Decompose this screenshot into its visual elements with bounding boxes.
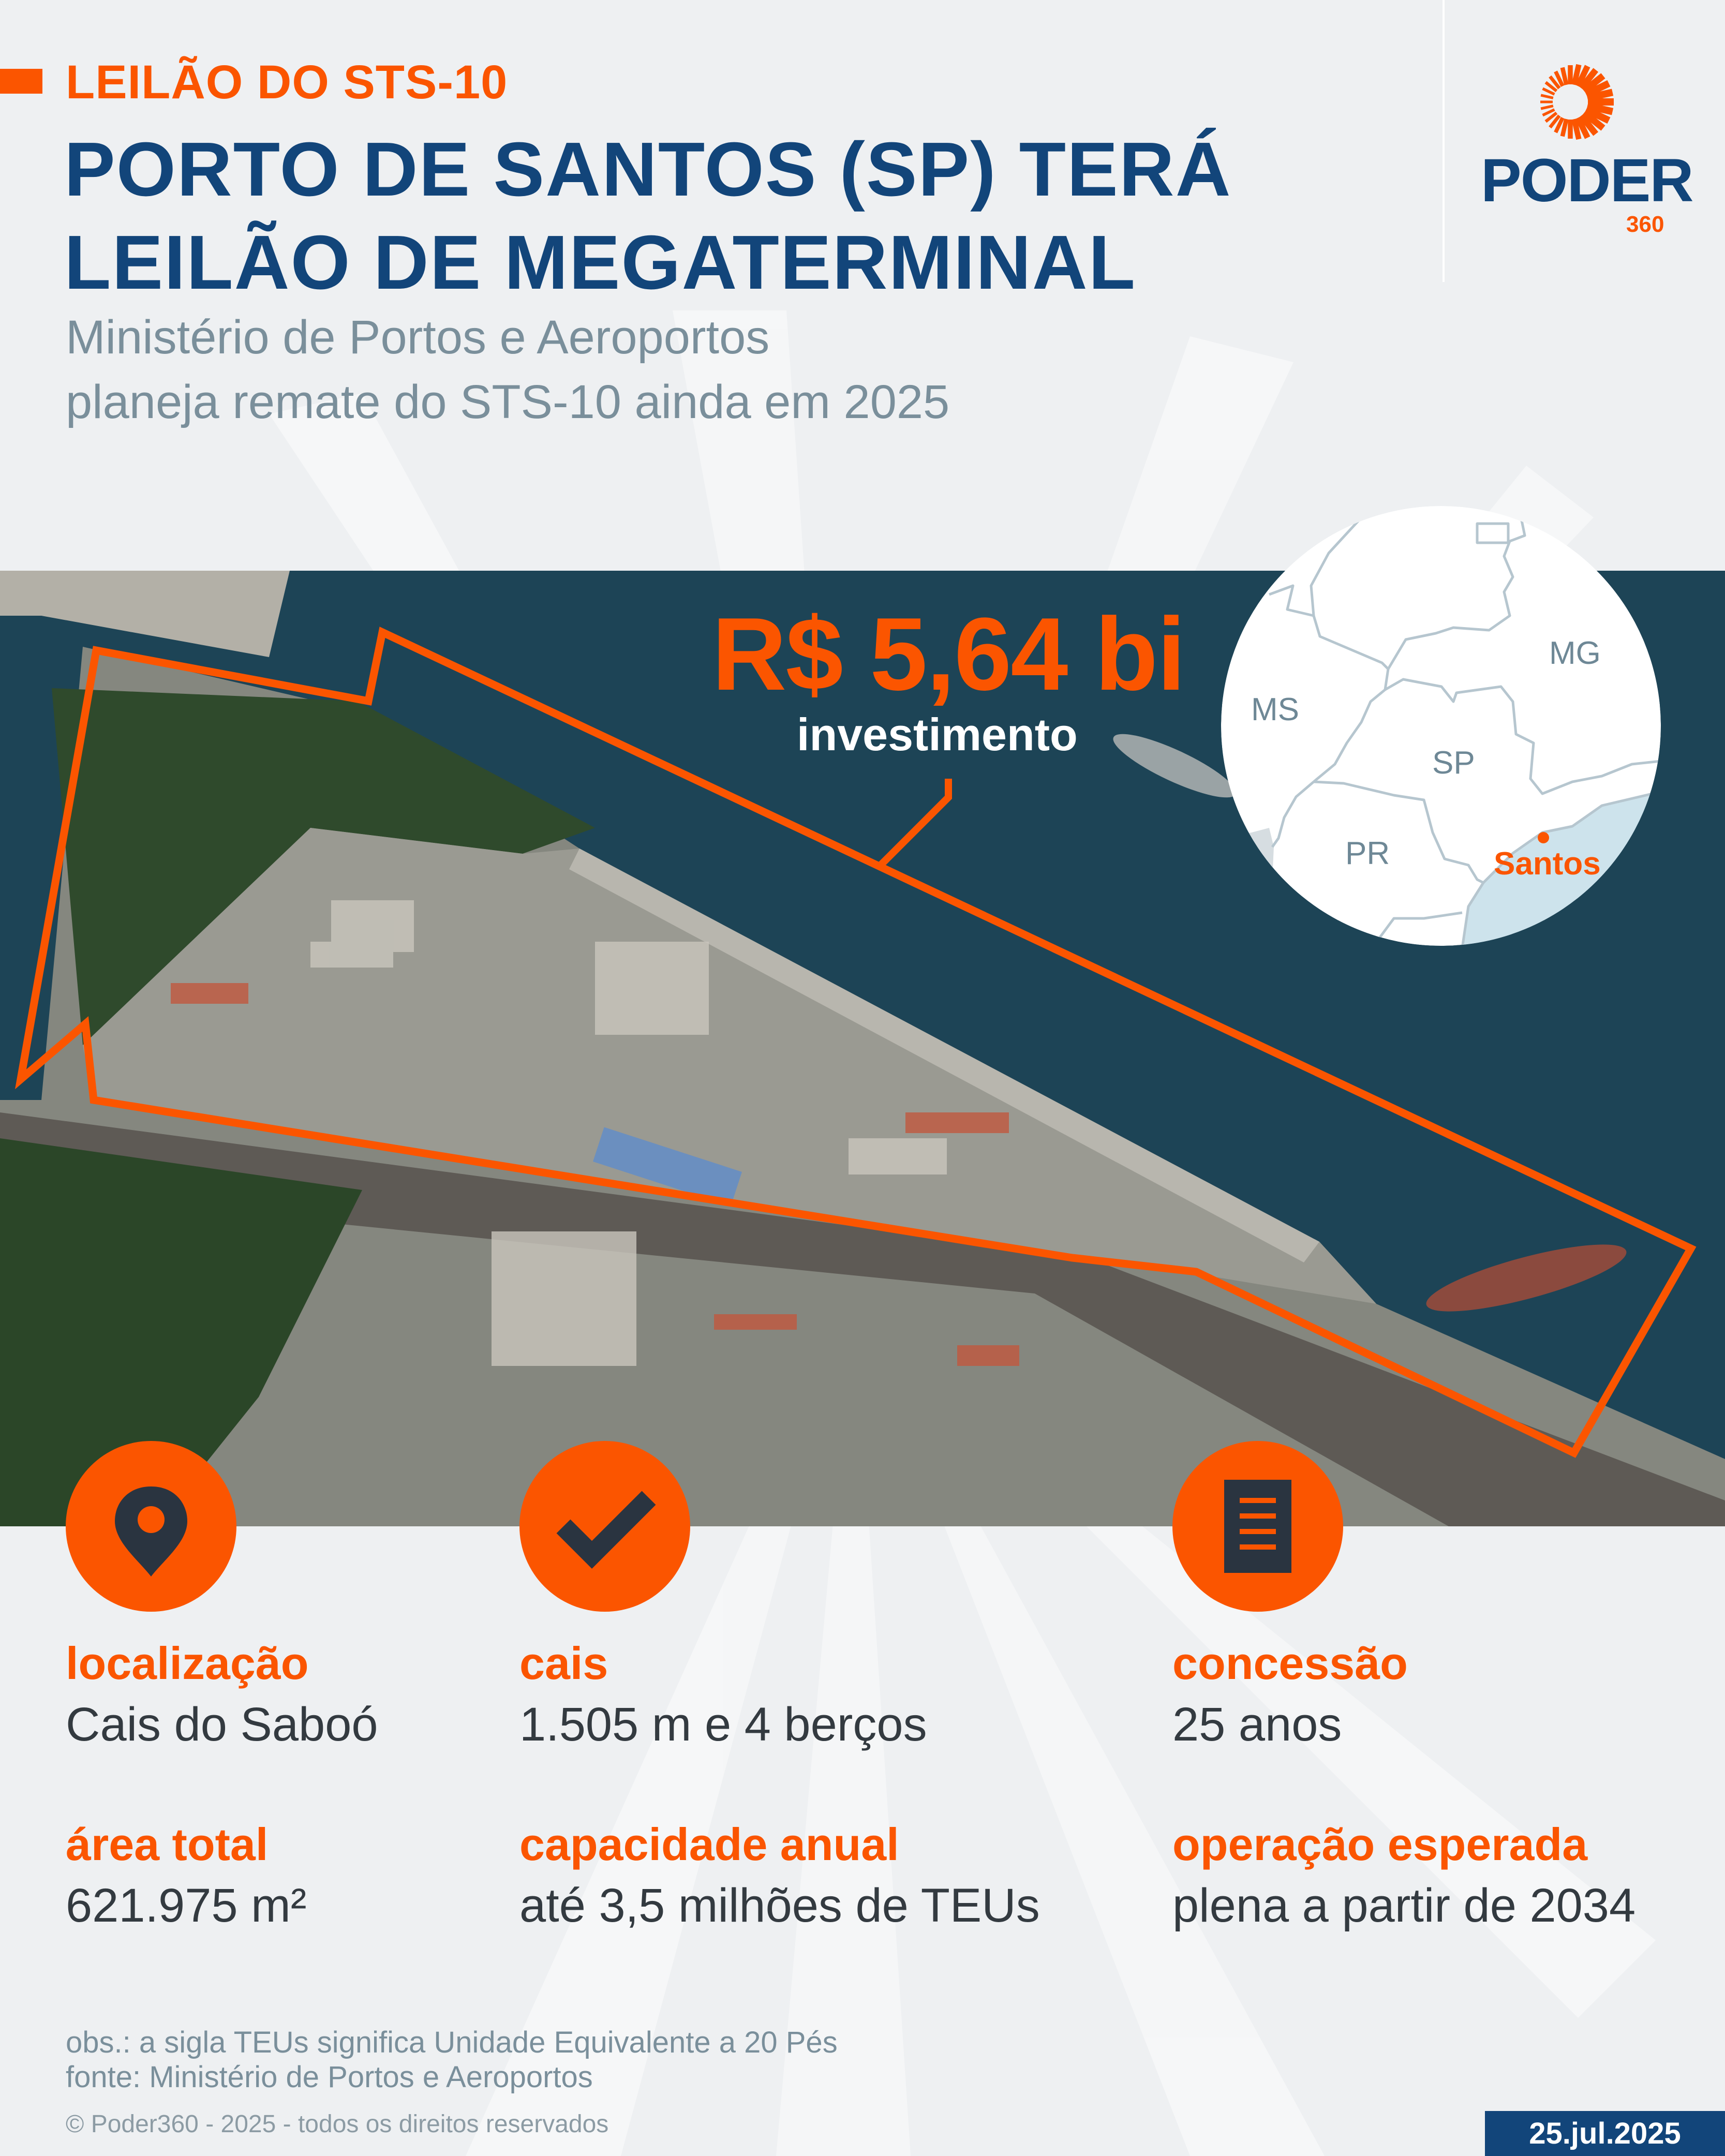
page-title: PORTO DE SANTOS (SP) TERÁ LEILÃO DE MEGA… (64, 123, 1232, 309)
concession-icon-circle (1172, 1441, 1343, 1612)
fact-value-quay: 1.505 m e 4 berços (519, 1698, 927, 1751)
fact-label-quay: cais (519, 1638, 608, 1689)
fact-label-area: área total (66, 1819, 269, 1870)
sun-ray (1571, 118, 1582, 140)
sun-ray (1560, 118, 1569, 137)
sun-ray (1571, 64, 1582, 86)
sun-ray (1575, 65, 1590, 87)
publication-date: 25.jul.2025 (1485, 2111, 1725, 2156)
sun-ray (1544, 111, 1558, 123)
sun-ray (1584, 80, 1611, 98)
fact-label-operation: operação esperada (1172, 1819, 1588, 1870)
fact-label-concession: concessão (1172, 1638, 1408, 1689)
sun-ray (1549, 75, 1561, 90)
sun-ray (1544, 81, 1558, 93)
checkmark-icon (556, 1491, 656, 1569)
title-line-2: LEILÃO DE MEGATERMINAL (64, 220, 1137, 305)
investment-value: R$ 5,64 bi (712, 597, 1186, 712)
sun-ray (1586, 102, 1614, 115)
poder360-sun-logo-icon (1540, 64, 1614, 140)
kicker-accent-bar (0, 69, 42, 94)
sun-ray (1540, 94, 1554, 99)
quay-icon-circle (519, 1441, 690, 1612)
fact-value-location: Cais do Saboó (66, 1698, 378, 1751)
sun-ray (1549, 114, 1561, 129)
sun-ray (1586, 88, 1614, 102)
fact-label-location: localização (66, 1638, 309, 1689)
fact-value-concession: 25 anos (1172, 1698, 1342, 1751)
sun-ray (1542, 108, 1555, 117)
subtitle-line-1: Ministério de Portos e Aeroportos (66, 311, 770, 364)
map-pin-icon (115, 1486, 187, 1577)
footnote-obs: obs.: a sigla TEUs significa Unidade Equ… (66, 2026, 838, 2059)
sun-ray (1584, 106, 1611, 124)
sun-ray (1542, 87, 1555, 96)
sun-ray (1579, 113, 1599, 136)
sun-ray (1554, 116, 1565, 133)
fact-value-capacity: até 3,5 milhões de TEUs (519, 1879, 1040, 1932)
location-icon-circle (66, 1441, 236, 1612)
subtitle: Ministério de Portos e Aeroportos planej… (66, 305, 949, 435)
fact-label-capacity: capacidade anual (519, 1819, 899, 1870)
footnote-source: fonte: Ministério de Portos e Aeroportos (66, 2060, 593, 2094)
fact-value-area: 621.975 m² (66, 1879, 307, 1932)
sun-ray (1582, 110, 1605, 131)
copyright: © Poder360 - 2025 - todos os direitos re… (66, 2110, 609, 2138)
sun-ray (1575, 116, 1590, 139)
sun-ray (1560, 67, 1569, 85)
subtitle-line-2: planeja remate do STS-10 ainda em 2025 (66, 376, 950, 428)
document-icon (1224, 1480, 1291, 1573)
sun-ray (1540, 105, 1554, 110)
logo-wordmark: PODER (1481, 146, 1694, 215)
investment-label: investimento (797, 709, 1078, 760)
header-divider (1443, 0, 1445, 282)
sun-ray (1582, 73, 1605, 94)
sun-ray (1554, 70, 1565, 87)
title-line-1: PORTO DE SANTOS (SP) TERÁ (64, 127, 1232, 212)
sun-ray (1579, 68, 1599, 91)
fact-value-operation: plena a partir de 2034 (1172, 1879, 1636, 1932)
logo-number: 360 (1626, 212, 1664, 237)
kicker: LEILÃO DO STS-10 (66, 56, 508, 109)
